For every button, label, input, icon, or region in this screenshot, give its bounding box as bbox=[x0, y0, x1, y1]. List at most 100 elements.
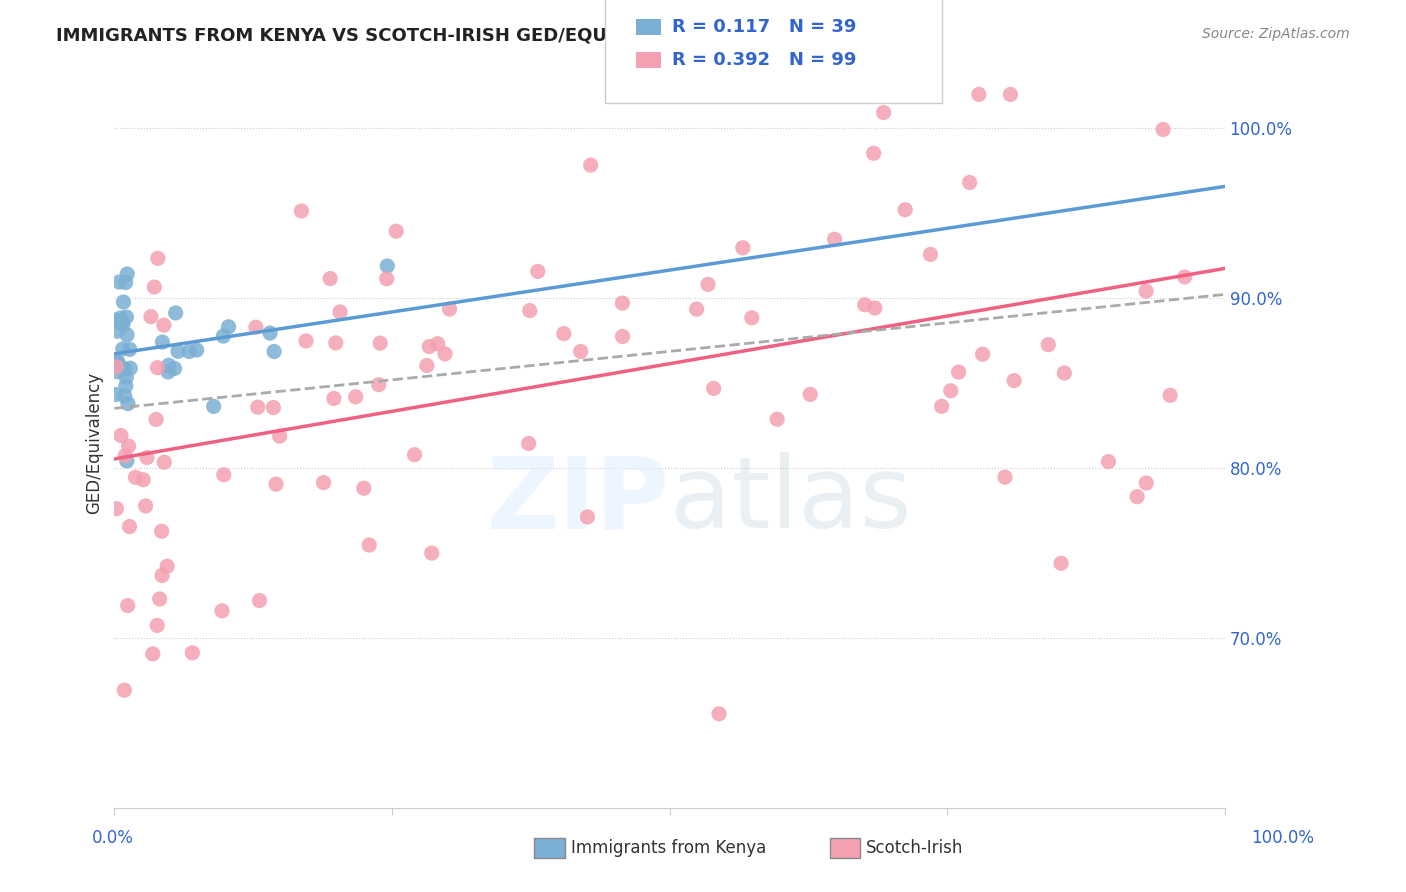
Point bbox=[368, 336, 391, 351]
Point bbox=[212, 329, 235, 343]
Point bbox=[136, 450, 159, 465]
Text: 100.0%: 100.0% bbox=[1251, 829, 1315, 847]
Point bbox=[576, 510, 599, 524]
Point bbox=[853, 298, 876, 312]
Point bbox=[863, 301, 886, 315]
Point bbox=[114, 449, 136, 463]
Point bbox=[111, 318, 134, 332]
Text: Scotch-Irish: Scotch-Irish bbox=[866, 839, 963, 857]
Point bbox=[156, 559, 179, 574]
Point bbox=[959, 176, 981, 190]
Point bbox=[329, 305, 352, 319]
Point bbox=[920, 247, 942, 261]
Point bbox=[142, 647, 165, 661]
Point bbox=[145, 412, 167, 426]
Point bbox=[146, 360, 169, 375]
Point bbox=[416, 359, 439, 373]
Point bbox=[218, 319, 240, 334]
Point bbox=[420, 546, 443, 560]
Point bbox=[246, 400, 269, 414]
Point bbox=[1038, 337, 1060, 351]
Point bbox=[517, 436, 540, 450]
Point bbox=[114, 362, 136, 376]
Point bbox=[375, 272, 398, 286]
Point bbox=[385, 224, 408, 238]
Point bbox=[295, 334, 318, 348]
Point bbox=[120, 361, 142, 376]
Point bbox=[105, 359, 128, 374]
Point bbox=[269, 429, 291, 443]
Point bbox=[703, 381, 725, 395]
Point bbox=[939, 384, 962, 398]
Point bbox=[353, 481, 375, 495]
Point bbox=[707, 706, 730, 721]
Point bbox=[967, 87, 990, 102]
Point bbox=[107, 356, 129, 370]
Point bbox=[872, 105, 894, 120]
Point bbox=[249, 593, 271, 607]
Point bbox=[1053, 366, 1076, 380]
Point bbox=[107, 365, 129, 379]
Point bbox=[165, 306, 187, 320]
Point bbox=[323, 392, 346, 406]
Point bbox=[1000, 87, 1022, 102]
Point bbox=[685, 302, 707, 317]
Point bbox=[1135, 475, 1157, 490]
Text: Immigrants from Kenya: Immigrants from Kenya bbox=[571, 839, 766, 857]
Point bbox=[167, 344, 190, 359]
Point bbox=[118, 343, 141, 357]
Y-axis label: GED/Equivalency: GED/Equivalency bbox=[86, 371, 103, 514]
Point bbox=[104, 354, 127, 368]
Point bbox=[1050, 557, 1073, 571]
Point bbox=[143, 280, 166, 294]
Point bbox=[110, 428, 132, 442]
Point bbox=[157, 365, 180, 379]
Point bbox=[359, 538, 381, 552]
Point bbox=[181, 646, 204, 660]
Point bbox=[245, 320, 267, 334]
Text: R = 0.117   N = 39: R = 0.117 N = 39 bbox=[672, 18, 856, 36]
Point bbox=[211, 604, 233, 618]
Point bbox=[579, 158, 602, 172]
Point bbox=[111, 315, 134, 329]
Point bbox=[312, 475, 335, 490]
Point bbox=[117, 599, 139, 613]
Point bbox=[259, 326, 281, 340]
Point bbox=[1152, 122, 1174, 136]
Point bbox=[894, 202, 917, 217]
Point bbox=[526, 264, 548, 278]
Point bbox=[150, 524, 173, 539]
Point bbox=[1159, 388, 1181, 402]
Point bbox=[115, 327, 138, 342]
Point bbox=[135, 499, 157, 513]
Point bbox=[375, 259, 398, 273]
Point bbox=[948, 365, 970, 379]
Point bbox=[263, 344, 285, 359]
Point bbox=[146, 252, 169, 266]
Point bbox=[124, 470, 146, 484]
Point bbox=[553, 326, 575, 341]
Point bbox=[212, 467, 235, 482]
Point bbox=[115, 310, 138, 324]
Point bbox=[319, 271, 342, 285]
Point bbox=[612, 296, 634, 310]
Point bbox=[115, 370, 138, 384]
Point bbox=[519, 303, 541, 318]
Point bbox=[104, 387, 127, 401]
Point bbox=[114, 389, 136, 403]
Point bbox=[612, 329, 634, 343]
Point bbox=[569, 344, 592, 359]
Point bbox=[994, 470, 1017, 484]
Point bbox=[105, 501, 128, 516]
Point bbox=[862, 146, 884, 161]
Point bbox=[290, 204, 312, 219]
Point bbox=[139, 310, 162, 324]
Point bbox=[153, 455, 176, 469]
Point bbox=[418, 339, 440, 353]
Text: Source: ZipAtlas.com: Source: ZipAtlas.com bbox=[1202, 27, 1350, 41]
Point bbox=[264, 477, 287, 491]
Point bbox=[344, 390, 367, 404]
Point bbox=[367, 377, 389, 392]
Point bbox=[741, 310, 763, 325]
Point bbox=[434, 347, 457, 361]
